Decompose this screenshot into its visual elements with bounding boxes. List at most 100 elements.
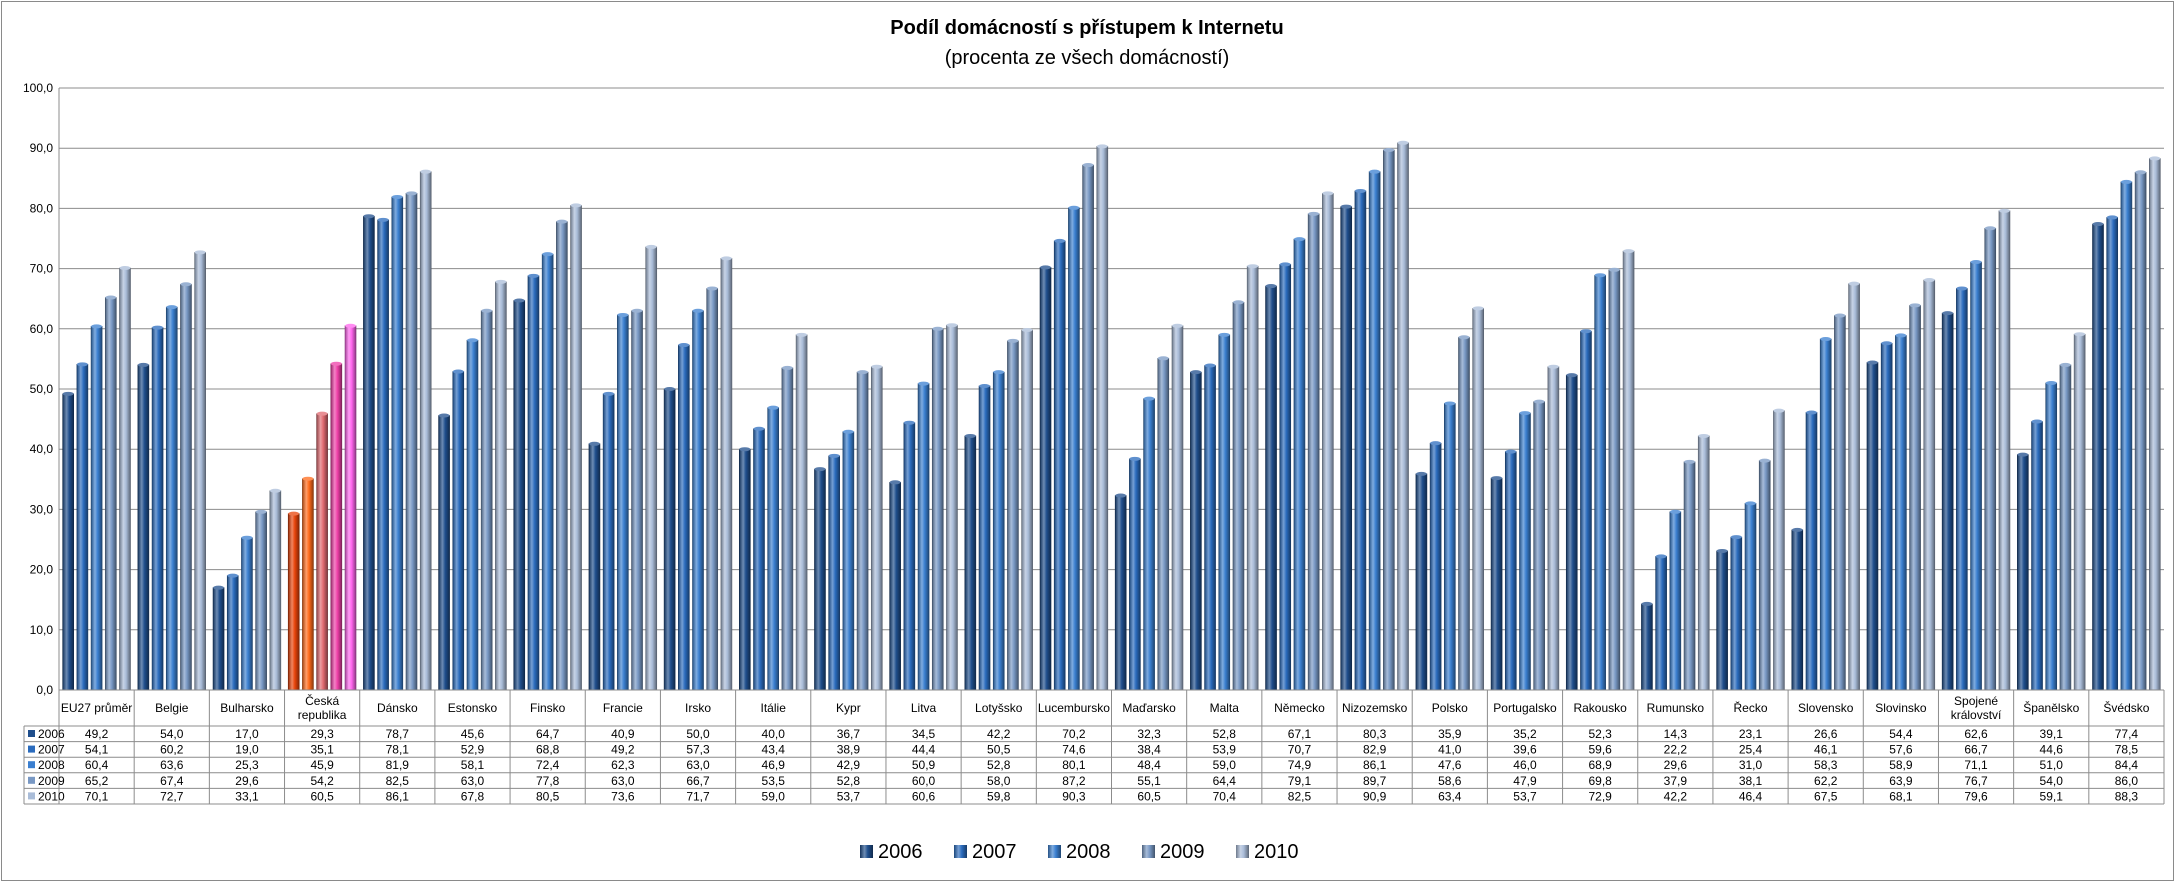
x-category-label: Francie: [603, 701, 643, 715]
bar-top: [1279, 262, 1291, 267]
data-label: 77,8: [536, 774, 560, 788]
bar-top: [1082, 163, 1094, 168]
bar-top: [556, 219, 568, 224]
bar: [1444, 403, 1456, 691]
bar-top: [993, 370, 1005, 375]
bar: [1716, 550, 1728, 691]
bar: [1984, 227, 1997, 691]
data-label: 29,3: [310, 727, 334, 741]
x-category-label: Slovensko: [1798, 701, 1854, 715]
data-label: 53,9: [1213, 743, 1237, 757]
data-label: 40,0: [762, 727, 786, 741]
bar: [1415, 473, 1428, 691]
data-label: 74,6: [1062, 743, 1086, 757]
bar: [1805, 412, 1818, 691]
bar: [1397, 142, 1409, 691]
data-label: 38,9: [837, 743, 861, 757]
bar: [889, 482, 901, 691]
data-label: 54,1: [85, 743, 109, 757]
bar: [119, 267, 131, 691]
bar: [1998, 210, 2011, 691]
bar: [1547, 366, 1560, 691]
data-label: 51,0: [2040, 758, 2064, 772]
data-label: 42,2: [987, 727, 1011, 741]
bar-top: [1415, 471, 1427, 476]
table-legend-key: [28, 730, 35, 737]
bar: [1923, 279, 1936, 691]
bar-top: [119, 265, 131, 270]
bar: [842, 431, 855, 691]
data-label: 46,9: [762, 758, 786, 772]
x-category-label: Polsko: [1432, 701, 1468, 715]
data-label: 72,7: [160, 789, 184, 803]
bar: [1354, 190, 1367, 691]
data-label: 52,9: [461, 743, 485, 757]
table-series-name: 2006: [38, 727, 65, 741]
bar: [992, 371, 1005, 691]
bar: [1565, 374, 1578, 691]
bar: [495, 281, 507, 691]
bar: [978, 385, 991, 691]
bar-top: [2120, 179, 2132, 184]
x-category-label: Finsko: [530, 701, 566, 715]
bar-top: [363, 214, 375, 219]
data-label: 72,9: [1588, 789, 1612, 803]
bar: [1143, 398, 1155, 691]
data-table: EU27 průměr Belgie Bulharsko Českárepublika…: [23, 689, 2165, 805]
bar-top: [1157, 356, 1169, 361]
y-tick-label: 30,0: [30, 502, 54, 516]
bar-top: [1308, 211, 1320, 216]
bar-top: [377, 217, 389, 222]
data-label: 68,1: [1889, 789, 1913, 803]
bar-top: [438, 413, 450, 418]
bar: [1190, 371, 1202, 691]
data-label: 33,1: [235, 789, 259, 803]
bar-top: [2059, 362, 2071, 367]
bar-top: [588, 441, 600, 446]
bar: [226, 575, 239, 691]
bar-top: [781, 365, 793, 370]
bar-top: [1834, 313, 1846, 318]
bar: [391, 196, 404, 691]
bar: [1895, 335, 1907, 691]
bar: [1519, 412, 1531, 691]
bar-top: [1444, 401, 1456, 406]
bar-top: [345, 323, 357, 328]
bar-top: [213, 585, 225, 590]
legend-label: 2009: [1160, 841, 1205, 863]
bar-top: [2135, 170, 2147, 175]
data-label: 58,9: [1889, 758, 1913, 772]
bar: [62, 393, 74, 691]
bar-top: [194, 250, 206, 255]
data-label: 52,8: [987, 758, 1011, 772]
bar-top: [406, 191, 418, 196]
legend-label: 2010: [1254, 841, 1299, 863]
bar-top: [316, 411, 328, 416]
bar: [602, 393, 615, 691]
x-category-label: Estonsko: [448, 701, 498, 715]
bar-top: [871, 364, 883, 369]
legend-key: [860, 845, 873, 858]
bar-top: [1340, 204, 1352, 209]
data-label: 67,1: [1288, 727, 1312, 741]
bar: [419, 171, 432, 691]
bar: [2045, 382, 2058, 691]
data-label: 48,4: [1137, 758, 1161, 772]
bar-top: [692, 308, 704, 313]
data-label: 63,6: [160, 758, 184, 772]
x-category-label: Nizozemsko: [1342, 701, 1408, 715]
data-label: 53,5: [762, 774, 786, 788]
bar-top: [1641, 601, 1653, 606]
x-category-label: království: [1951, 708, 2002, 722]
bar-top: [1054, 238, 1066, 243]
bar-top: [241, 535, 253, 540]
x-category-label: EU27 průměr: [61, 701, 132, 715]
bar-top: [495, 279, 507, 284]
bar-top: [1773, 408, 1785, 413]
x-category-label: Litva: [911, 701, 937, 715]
legend-label: 2007: [972, 841, 1017, 863]
bar-top: [1566, 373, 1578, 378]
bar: [438, 415, 450, 691]
bar-top: [1895, 333, 1907, 338]
